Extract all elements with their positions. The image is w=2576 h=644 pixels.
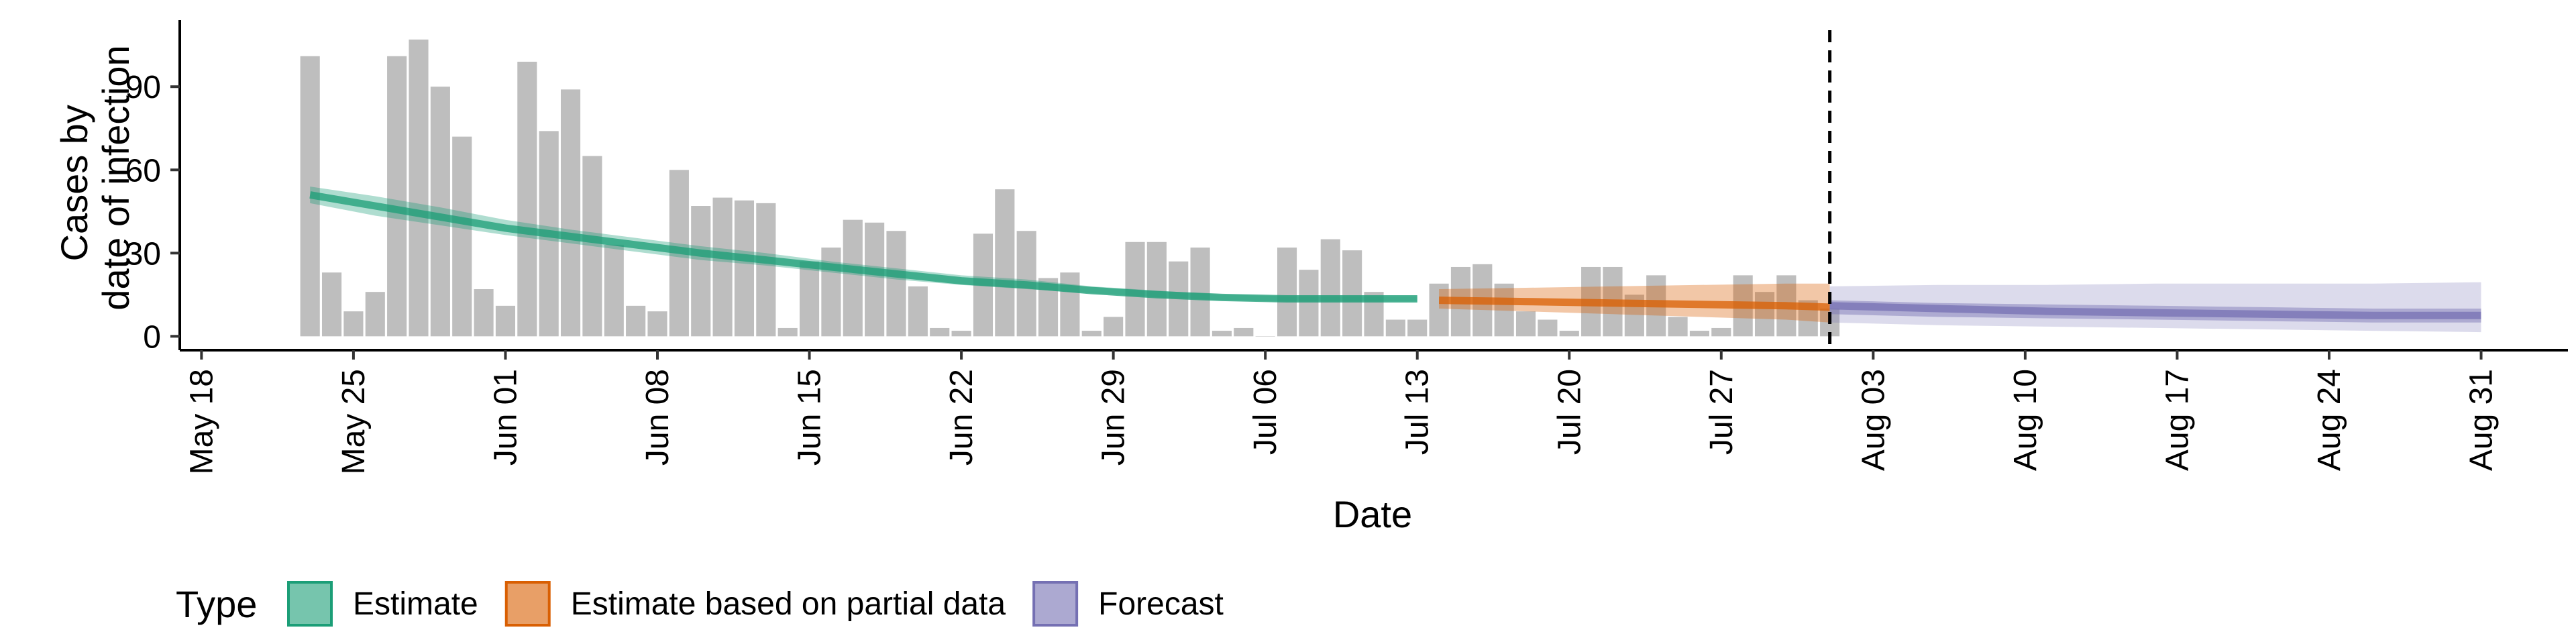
legend-label-forecast: Forecast xyxy=(1098,586,1224,622)
x-tick-label: Aug 03 xyxy=(1856,369,1891,471)
bar xyxy=(1385,319,1405,337)
x-tick-label: Jul 20 xyxy=(1552,369,1587,455)
bar xyxy=(865,222,885,337)
bar xyxy=(1515,311,1536,337)
bar xyxy=(1494,283,1514,337)
bar xyxy=(995,189,1015,337)
bar xyxy=(930,327,950,337)
bar xyxy=(560,89,581,337)
bar xyxy=(1190,248,1210,337)
bar xyxy=(409,39,429,337)
bar xyxy=(604,244,624,337)
x-axis-title: Date xyxy=(1333,493,1412,535)
legend-key-estimate xyxy=(287,581,333,627)
bar xyxy=(1234,327,1254,337)
x-tick-label: Jul 06 xyxy=(1248,369,1283,455)
bar xyxy=(1081,331,1102,337)
estimate-band xyxy=(310,186,1417,302)
bar xyxy=(843,219,863,337)
bar xyxy=(691,206,711,337)
bar xyxy=(821,248,841,337)
x-tick-label: Jul 13 xyxy=(1400,369,1436,455)
x-tick-label: Aug 31 xyxy=(2464,369,2500,471)
bar xyxy=(1711,327,1731,337)
bar xyxy=(1299,270,1319,337)
bar xyxy=(1125,241,1145,337)
ribbons xyxy=(309,186,2481,333)
bar xyxy=(1342,250,1362,337)
legend-title: Type xyxy=(176,583,257,625)
bar xyxy=(1060,272,1080,337)
bar xyxy=(734,200,755,337)
legend-key-forecast xyxy=(1032,581,1079,627)
bars xyxy=(300,39,1840,337)
bar xyxy=(365,292,385,337)
x-tick-label: Jul 27 xyxy=(1704,369,1739,455)
bar xyxy=(321,272,342,337)
x-tick-label: May 18 xyxy=(184,369,219,474)
y-tick-label: 30 xyxy=(125,236,161,272)
bar xyxy=(343,311,364,337)
bar xyxy=(387,56,407,337)
estimate-median-line xyxy=(309,191,1417,303)
legend-label-estimate-based-on-partial-data: Estimate based on partial data xyxy=(571,586,1006,622)
x-tick-label: Aug 17 xyxy=(2159,369,2195,471)
y-tick-label: 0 xyxy=(143,319,161,355)
bar xyxy=(712,197,733,337)
bar xyxy=(626,305,646,337)
x-tick-label: Jun 01 xyxy=(488,369,523,466)
y-axis-title: Cases by date of infection xyxy=(53,45,137,310)
bar xyxy=(1146,241,1167,337)
bar xyxy=(452,136,472,337)
bar xyxy=(647,311,667,337)
bar xyxy=(1277,248,1297,337)
bar xyxy=(1255,336,1275,337)
bar xyxy=(1689,331,1710,337)
bar xyxy=(799,261,820,337)
bar xyxy=(430,87,450,337)
bar xyxy=(1754,292,1775,337)
bar xyxy=(582,156,602,337)
bar xyxy=(1212,331,1232,337)
bar xyxy=(517,62,537,337)
legend: Type Estimate Estimate based on partial d… xyxy=(176,581,1224,627)
y-tick-label: 60 xyxy=(125,153,161,189)
bar xyxy=(886,231,906,337)
bar xyxy=(1668,317,1688,337)
bar xyxy=(777,327,798,337)
bar xyxy=(1429,283,1449,337)
x-tick-label: Jun 29 xyxy=(1096,369,1132,466)
x-tick-label: Jun 08 xyxy=(640,369,676,466)
bar xyxy=(756,203,776,337)
x-tick-label: Jun 15 xyxy=(792,369,828,466)
y-axis-title-line-1: Cases by xyxy=(53,105,95,261)
x-axis-ticks: May 18 May 25 Jun 01 Jun 08 Jun 15 Jun 22 Jun … xyxy=(184,350,2500,474)
estimate-based-on-partial-data-median-line xyxy=(1439,297,1830,311)
x-tick-label: Aug 24 xyxy=(2312,369,2347,471)
y-axis-ticks: 0 30 60 90 xyxy=(125,70,180,355)
bar xyxy=(474,289,494,337)
y-tick-label: 90 xyxy=(125,70,161,105)
bar xyxy=(1407,319,1428,337)
bar xyxy=(1104,317,1124,337)
forecast-median-line xyxy=(1829,302,2481,319)
legend-label-estimate: Estimate xyxy=(353,586,478,622)
x-tick-label: Aug 10 xyxy=(2008,369,2043,471)
legend-key-estimate-based-on-partial-data xyxy=(504,581,551,627)
bar xyxy=(1320,239,1340,337)
y-axis-title-line-2: date of infection xyxy=(95,45,137,310)
bar xyxy=(495,305,516,337)
forecast-outer-band xyxy=(1829,282,2481,333)
bar xyxy=(951,331,971,337)
bar xyxy=(1538,319,1558,337)
x-tick-label: May 25 xyxy=(336,369,372,474)
bar xyxy=(908,286,928,337)
bar xyxy=(1559,331,1579,337)
x-tick-label: Jun 22 xyxy=(944,369,979,466)
